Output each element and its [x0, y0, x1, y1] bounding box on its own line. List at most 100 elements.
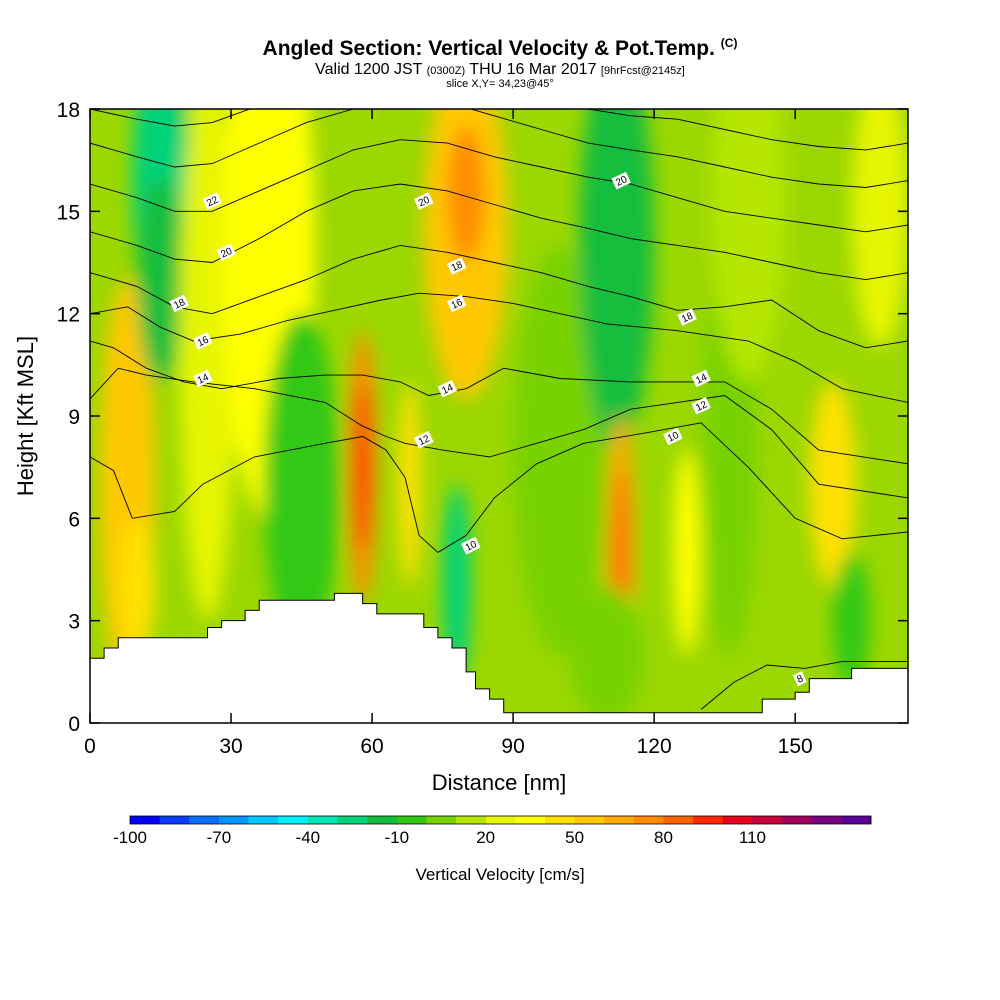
colorbar: [129, 815, 872, 825]
svg-text:18: 18: [680, 310, 695, 325]
colorbar-swatch: [159, 816, 190, 824]
colorbar-label: -10: [384, 828, 409, 847]
colorbar-swatch: [515, 816, 546, 824]
svg-text:14: 14: [440, 382, 455, 397]
svg-text:10: 10: [464, 539, 479, 554]
svg-text:20: 20: [219, 246, 234, 261]
contour-label: 18: [446, 257, 467, 275]
velocity-cell: [513, 245, 608, 655]
svg-text:12: 12: [417, 433, 432, 448]
colorbar-swatch: [633, 816, 664, 824]
isentrope-24: [90, 109, 908, 188]
velocity-cell: [355, 381, 370, 553]
tick-marks: [89, 108, 908, 724]
velocity-cell: [851, 109, 908, 348]
isentrope-16: [90, 292, 908, 403]
contour-label: 20: [216, 243, 237, 262]
svg-text:10: 10: [666, 430, 681, 445]
contour-label: 20: [413, 192, 434, 210]
colorbar-swatch: [693, 816, 724, 824]
contour-label: 16: [193, 332, 213, 350]
y-axis: 0 3 6 9 12 15 18: [57, 99, 80, 736]
x-tick-label: 30: [219, 735, 242, 758]
svg-text:18: 18: [450, 259, 465, 274]
svg-text:18: 18: [172, 297, 187, 312]
svg-text:16: 16: [450, 297, 465, 312]
velocity-cell: [263, 313, 340, 655]
slice-info: slice X,Y= 34,23@45°: [446, 78, 554, 90]
svg-text:16: 16: [196, 334, 211, 349]
colorbar-labels: -100 -70 -40 -10 20 50 80 110: [113, 828, 766, 847]
isentrope-26: [90, 109, 908, 151]
valid-time: Valid 1200 JST (0300Z) THU 16 Mar 2017 […: [0, 61, 1000, 79]
colorbar-frame: [129, 815, 872, 825]
colorbar-swatch: [130, 816, 161, 824]
vertical-velocity-field: [99, 109, 908, 723]
colorbar-swatch: [574, 816, 605, 824]
colorbar-label: -70: [207, 828, 232, 847]
contour-label: 14: [193, 369, 213, 388]
velocity-cell: [672, 450, 702, 655]
isentrope-12: [90, 367, 908, 499]
valid-date: THU 16 Mar 2017: [469, 61, 597, 78]
contour-label: 22: [202, 192, 223, 210]
contour-label: 10: [663, 427, 683, 446]
title-unit: (C): [720, 36, 738, 50]
colorbar-swatch: [752, 816, 783, 824]
svg-text:8: 8: [795, 673, 805, 686]
colorbar-swatch: [811, 816, 842, 824]
contour-label: 18: [169, 294, 190, 313]
potential-temperature-contours: [90, 109, 908, 710]
valid-utc: (0300Z): [426, 65, 466, 77]
y-axis-label: Height [Kft MSL]: [13, 336, 38, 496]
contour-label: 18: [677, 308, 697, 326]
colorbar-swatch: [248, 816, 279, 824]
svg-text:20: 20: [417, 194, 432, 209]
y-tick-label: 15: [57, 201, 80, 224]
y-tick-label: 9: [68, 406, 80, 429]
isentrope-20: [90, 183, 908, 281]
x-tick-label: 90: [501, 735, 524, 758]
colorbar-swatch: [841, 816, 872, 824]
x-tick-label: 0: [84, 735, 96, 758]
velocity-cell: [118, 518, 156, 655]
contour-label: 16: [446, 294, 467, 313]
colorbar-swatch: [604, 816, 635, 824]
svg-text:22: 22: [205, 194, 220, 209]
colorbar-swatch: [189, 816, 220, 824]
y-tick-label: 6: [68, 508, 80, 531]
colorbar-label: -40: [296, 828, 321, 847]
velocity-cell: [578, 109, 655, 451]
svg-text:20: 20: [614, 174, 629, 189]
colorbar-swatch: [218, 816, 249, 824]
velocity-cell: [569, 586, 645, 723]
colorbar-label: -100: [113, 828, 147, 847]
svg-text:14: 14: [694, 372, 709, 387]
valid-forecast: [9hrFcst@2145z]: [600, 65, 685, 77]
colorbar-swatch: [663, 816, 694, 824]
contour-labels: 8 10 10 12 12 14 14 14 16 16 18 18 18 20…: [169, 171, 807, 687]
terrain: [90, 592, 908, 723]
colorbar-swatch: [456, 816, 487, 824]
contour-label: 14: [691, 369, 711, 388]
colorbar-swatch: [485, 816, 516, 824]
colorbar-swatch: [396, 816, 427, 824]
velocity-cell: [710, 109, 786, 382]
velocity-cell: [809, 381, 857, 587]
colorbar-swatch: [278, 816, 309, 824]
isentrope-10: [90, 422, 908, 553]
y-tick-label: 18: [57, 99, 80, 122]
colorbar-label: 20: [476, 828, 495, 847]
isentrope-18: [90, 244, 908, 349]
velocity-cell: [447, 126, 485, 263]
colorbar-swatch: [307, 816, 338, 824]
svg-text:14: 14: [196, 372, 211, 387]
colorbar-swatch: [426, 816, 457, 824]
velocity-cell: [397, 381, 422, 587]
x-tick-label: 120: [637, 735, 672, 758]
velocity-cell: [832, 552, 871, 689]
isentrope-8: [700, 661, 908, 710]
svg-text:12: 12: [694, 399, 709, 414]
x-axis: 0 30 60 90 120 150: [84, 735, 813, 758]
plot-area: [90, 109, 908, 723]
